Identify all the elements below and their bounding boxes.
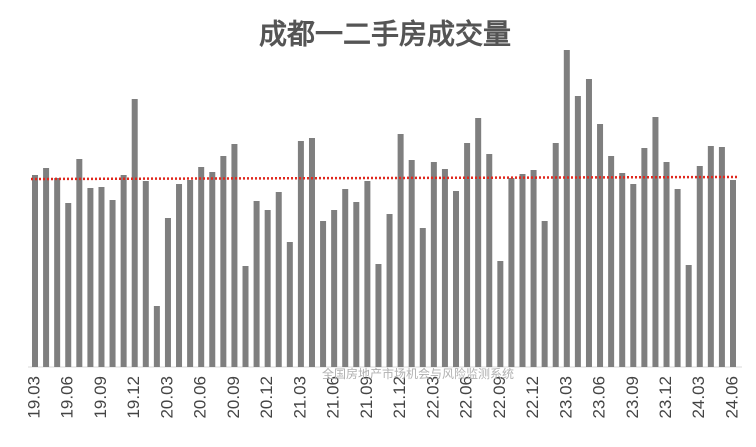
- bar: [286, 242, 293, 367]
- bar: [453, 191, 460, 367]
- bar: [696, 166, 703, 367]
- x-tick-label: 20.09: [224, 376, 243, 419]
- bar: [619, 173, 626, 367]
- bar: [386, 214, 393, 367]
- bar: [364, 181, 371, 367]
- bar: [464, 143, 471, 367]
- x-tick-label: 23.09: [623, 376, 642, 419]
- bar: [707, 146, 714, 367]
- x-tick-label: 19.06: [58, 376, 77, 419]
- bar: [597, 124, 604, 367]
- bar: [43, 168, 50, 367]
- bar: [65, 203, 72, 367]
- bar: [253, 201, 260, 367]
- bar: [563, 50, 570, 367]
- bar: [131, 99, 138, 367]
- bar: [486, 154, 493, 367]
- x-tick-label: 21.09: [357, 376, 376, 419]
- x-tick-label: 24.03: [689, 376, 708, 419]
- bar: [419, 228, 426, 367]
- watermark: 全国房地产市场机会与风险监测系统: [322, 366, 514, 381]
- x-tick-label: 22.06: [457, 376, 476, 419]
- bar: [408, 160, 415, 367]
- x-tick-label: 21.06: [324, 376, 343, 419]
- x-tick-label: 21.03: [290, 376, 309, 419]
- bar: [541, 221, 548, 367]
- x-tick-label: 20.12: [257, 376, 276, 419]
- x-tick-label: 23.12: [656, 376, 675, 419]
- x-tick-label: 22.03: [423, 376, 442, 419]
- x-tick-label: 20.06: [191, 376, 210, 419]
- bar: [164, 218, 171, 367]
- bar: [475, 118, 482, 367]
- x-tick-label: 24.06: [722, 376, 741, 419]
- x-tick-label: 19.09: [91, 376, 110, 419]
- bar: [652, 117, 659, 367]
- bar: [353, 202, 360, 367]
- bar: [342, 189, 349, 367]
- bar: [718, 147, 725, 367]
- bar: [375, 264, 382, 367]
- bar: [297, 141, 304, 367]
- bar: [685, 265, 692, 367]
- bar: [674, 189, 681, 367]
- bar: [32, 175, 38, 367]
- bar: [608, 156, 615, 367]
- bar: [641, 148, 648, 367]
- bar: [397, 134, 404, 367]
- bar: [508, 178, 515, 367]
- bar: [220, 156, 227, 367]
- bar: [331, 210, 338, 367]
- x-tick-label: 21.12: [390, 376, 409, 419]
- bar: [198, 167, 205, 367]
- bar: [242, 266, 249, 367]
- bar: [153, 306, 160, 367]
- bar: [308, 138, 315, 367]
- bar: [519, 174, 526, 367]
- x-tick-label: 23.03: [556, 376, 575, 419]
- x-tick-label: 19.03: [24, 376, 43, 419]
- bar: [76, 159, 83, 367]
- bar: [730, 180, 736, 367]
- x-tick-label: 22.12: [523, 376, 542, 419]
- bar: [54, 178, 61, 367]
- bar: [630, 184, 637, 367]
- bar: [574, 96, 581, 367]
- bar: [176, 184, 183, 367]
- bar: [530, 170, 537, 367]
- bar: [585, 79, 592, 367]
- bar: [187, 180, 194, 367]
- bar: [275, 192, 282, 367]
- bar: [209, 172, 216, 367]
- bar: [87, 188, 94, 367]
- bar: [663, 162, 670, 367]
- bar: [430, 162, 437, 367]
- x-tick-label: 23.06: [590, 376, 609, 419]
- x-tick-label: 19.12: [124, 376, 143, 419]
- bar: [109, 200, 116, 367]
- bar: [552, 143, 559, 367]
- bar: [320, 221, 327, 367]
- bar: [264, 210, 271, 367]
- x-tick-label: 22.09: [490, 376, 509, 419]
- trend-line: [30, 175, 738, 181]
- bar: [120, 175, 127, 367]
- bar: [231, 144, 238, 367]
- bar: [98, 187, 105, 367]
- bar: [441, 169, 448, 367]
- bar: [497, 261, 504, 367]
- chart-title: 成都一二手房成交量: [259, 17, 511, 49]
- x-tick-label: 20.03: [157, 376, 176, 419]
- bar: [142, 181, 149, 367]
